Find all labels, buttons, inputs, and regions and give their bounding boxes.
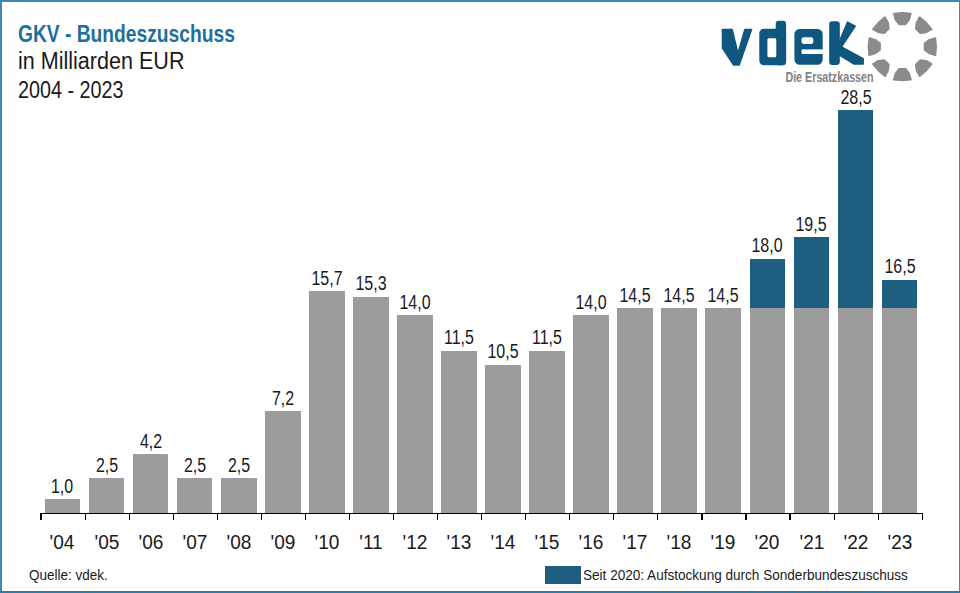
svg-text:Die Ersatzkassen: Die Ersatzkassen [785,69,873,85]
